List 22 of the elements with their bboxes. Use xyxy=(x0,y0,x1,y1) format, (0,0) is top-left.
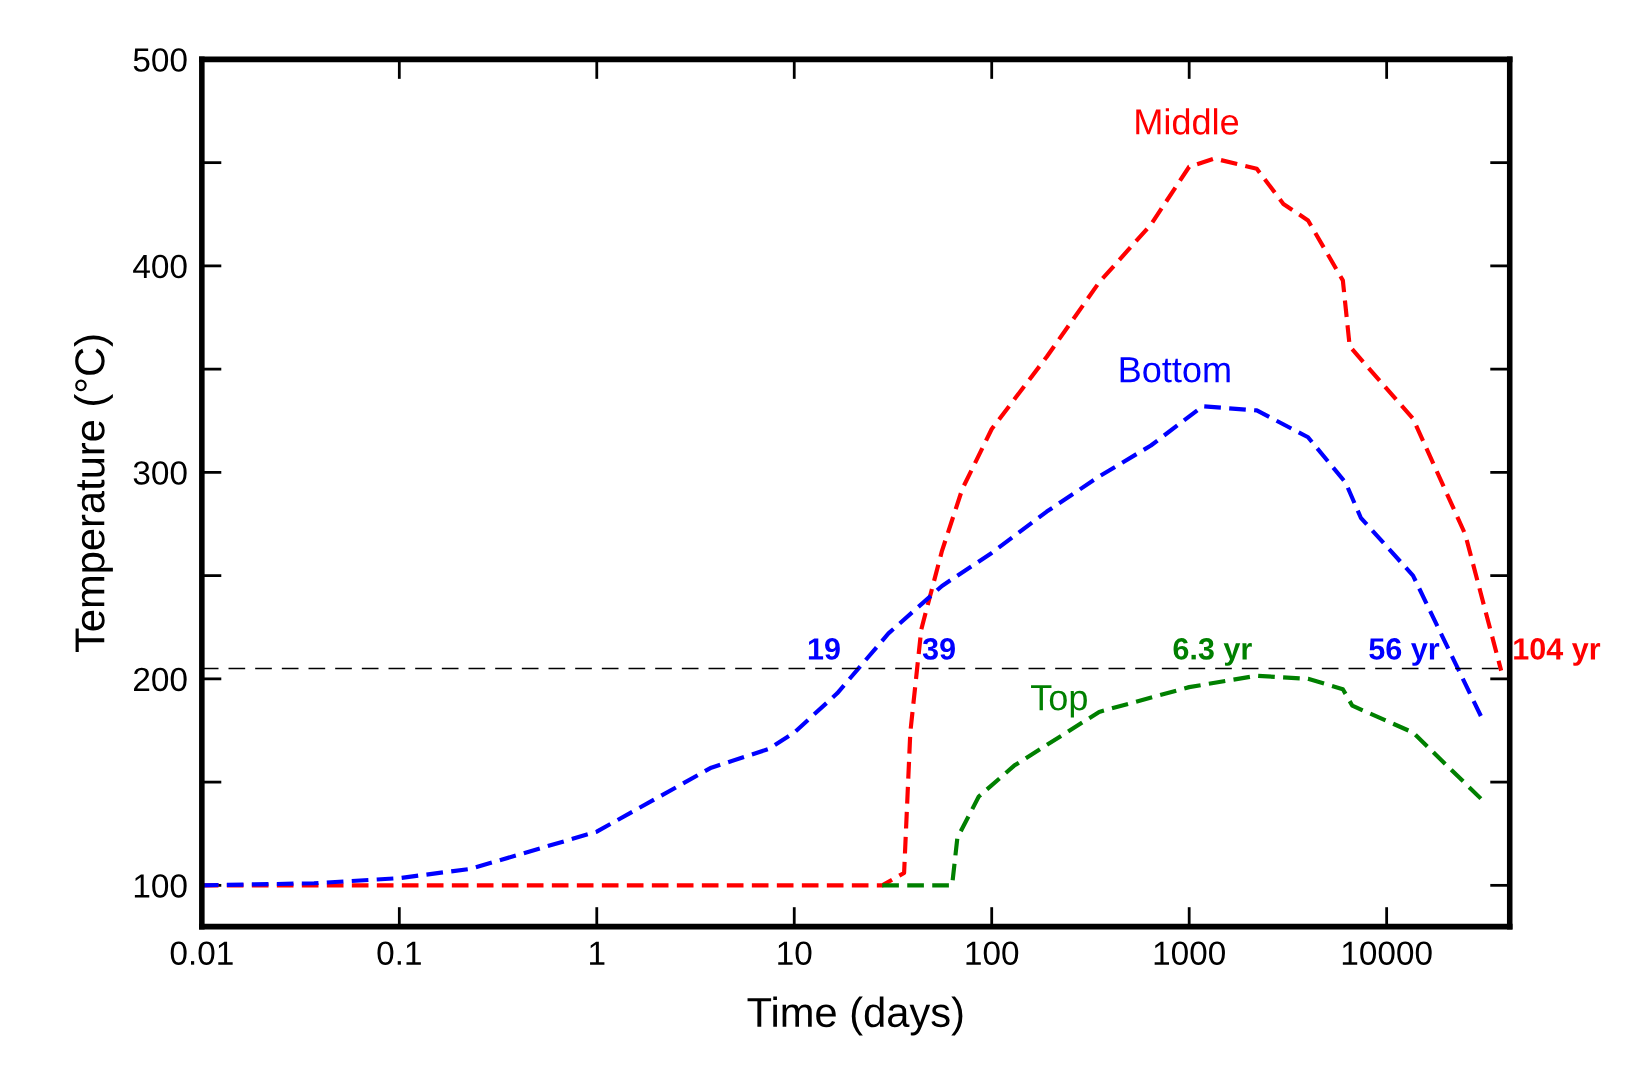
y-tick-label: 200 xyxy=(134,667,187,692)
y-tick-label: 100 xyxy=(134,874,187,898)
annotation: 19 xyxy=(808,638,840,660)
x-tick-label: 0.1 xyxy=(377,941,421,966)
series-label: Bottom xyxy=(1120,357,1230,383)
y-tick-label: 500 xyxy=(133,48,187,72)
x-tick-label: 100 xyxy=(966,941,1019,966)
series-label: Top xyxy=(1031,685,1087,718)
annotation: 6.3 yr xyxy=(1173,638,1252,666)
y-tick-label: 400 xyxy=(133,254,187,279)
series-label: Middle xyxy=(1136,108,1239,135)
y-tick-label: 300 xyxy=(133,461,187,485)
annotation: 56 yr xyxy=(1369,638,1440,666)
x-axis-title: Time (days) xyxy=(747,996,963,1036)
x-tick-label: 10 xyxy=(778,941,812,966)
y-axis-title: Temperature (°C) xyxy=(74,335,113,653)
x-tick-label: 10000 xyxy=(1342,941,1432,966)
x-tick-label: 1000 xyxy=(1154,941,1225,966)
x-tick-label: 0.01 xyxy=(170,941,233,966)
x-tick-label: 1 xyxy=(590,941,605,965)
annotation: 39 xyxy=(922,638,955,660)
annotation: 104 yr xyxy=(1514,638,1601,666)
